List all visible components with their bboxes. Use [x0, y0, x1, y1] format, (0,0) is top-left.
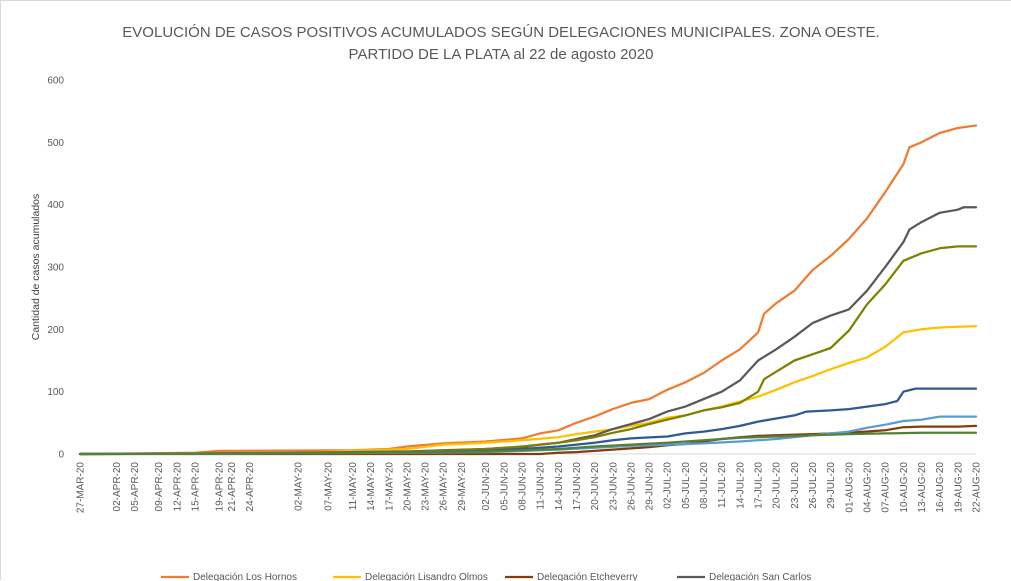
x-tick-label: 08-JUN-20: [517, 462, 528, 511]
x-tick-label: 02-JUN-20: [481, 462, 492, 511]
x-tick-label: 08-JUL-20: [699, 462, 710, 509]
y-tick-label: 400: [47, 200, 64, 211]
x-tick-label: 07-MAY-20: [324, 462, 335, 511]
legend-label: Delegación Lisandro Olmos: [365, 572, 488, 581]
x-tick-label: 09-APR-20: [154, 462, 165, 512]
x-tick-label: 14-MAY-20: [366, 462, 377, 511]
x-tick-label: 29-JUL-20: [826, 462, 837, 509]
x-tick-label: 23-JUN-20: [608, 462, 619, 511]
x-tick-label: 27-MAR-20: [76, 462, 87, 514]
x-tick-label: 05-JUN-20: [499, 462, 510, 511]
x-tick-label: 12-APR-20: [172, 462, 183, 512]
series-lines: [78, 124, 978, 456]
x-tick-label: 21-APR-20: [227, 462, 238, 512]
x-tick-label: 29-MAY-20: [457, 462, 468, 511]
chart-title: EVOLUCIÓN DE CASOS POSITIVOS ACUMULADOS …: [122, 24, 879, 41]
x-tick-label: 20-MAY-20: [402, 462, 413, 511]
x-tick-label: 05-APR-20: [130, 462, 141, 512]
legend-label: Delegación San Carlos: [709, 572, 811, 581]
x-tick-label: 20-JUN-20: [590, 462, 601, 511]
legend-label: Delegación Etcheverry: [537, 572, 638, 581]
x-tick-label: 07-AUG-20: [881, 462, 892, 513]
x-tick-label: 19-AUG-20: [953, 462, 964, 513]
x-tick-label: 20-JUL-20: [772, 462, 783, 509]
x-tick-label: 02-MAY-20: [293, 462, 304, 511]
legend-label: Delegación Los Hornos: [193, 572, 297, 581]
x-tick-label: 04-AUG-20: [863, 462, 874, 513]
x-tick-label: 14-JUL-20: [735, 462, 746, 509]
y-tick-label: 100: [47, 387, 64, 398]
x-tick-label: 26-JUL-20: [808, 462, 819, 509]
series-line: [78, 431, 978, 456]
y-tick-label: 200: [47, 325, 64, 336]
x-tick-label: 02-APR-20: [112, 462, 123, 512]
x-tick-label: 15-APR-20: [191, 462, 202, 512]
y-tick-label: 300: [47, 263, 64, 274]
x-tick-label: 10-AUG-20: [899, 462, 910, 513]
x-axis-ticks: 27-MAR-20 02-APR-20 05-APR-20 09-APR-20 12-A…: [76, 462, 983, 514]
x-tick-label: 11-MAY-20: [348, 462, 359, 511]
y-tick-label: 500: [47, 138, 64, 149]
x-tick-label: 16-AUG-20: [935, 462, 946, 513]
y-axis-title: Cantidad de casos acumulados: [30, 194, 42, 341]
x-tick-label: 26-MAY-20: [439, 462, 450, 511]
series-line: [78, 387, 978, 456]
x-tick-label: 17-JUL-20: [754, 462, 765, 509]
x-tick-label: 01-AUG-20: [844, 462, 855, 513]
x-tick-label: 19-APR-20: [215, 462, 226, 512]
x-tick-label: 05-JUL-20: [681, 462, 692, 509]
x-tick-label: 11-JUN-20: [536, 462, 547, 510]
x-tick-label: 02-JUL-20: [663, 462, 674, 509]
x-tick-label: 24-APR-20: [245, 462, 256, 512]
x-tick-label: 23-JUL-20: [790, 462, 801, 509]
x-tick-label: 11-JUL-20: [717, 462, 728, 508]
x-tick-label: 13-AUG-20: [917, 462, 928, 513]
legend: Delegación Los Hornos Delegación Lisandro…: [161, 572, 811, 581]
x-tick-label: 22-AUG-20: [972, 462, 983, 513]
chart-subtitle: PARTIDO DE LA PLATA al 22 de agosto 2020: [349, 46, 654, 63]
y-axis-ticks: 0 100 200 300 400 500 600: [47, 76, 64, 461]
y-tick-label: 0: [58, 450, 64, 461]
x-tick-label: 17-MAY-20: [384, 462, 395, 511]
x-tick-label: 29-JUN-20: [645, 462, 656, 511]
x-tick-label: 17-JUN-20: [572, 462, 583, 511]
x-tick-label: 23-MAY-20: [421, 462, 432, 511]
series-line: [78, 124, 978, 456]
series-line: [78, 245, 978, 456]
y-tick-label: 600: [47, 76, 64, 87]
x-tick-label: 26-JUN-20: [626, 462, 637, 511]
x-tick-label: 14-JUN-20: [554, 462, 565, 511]
